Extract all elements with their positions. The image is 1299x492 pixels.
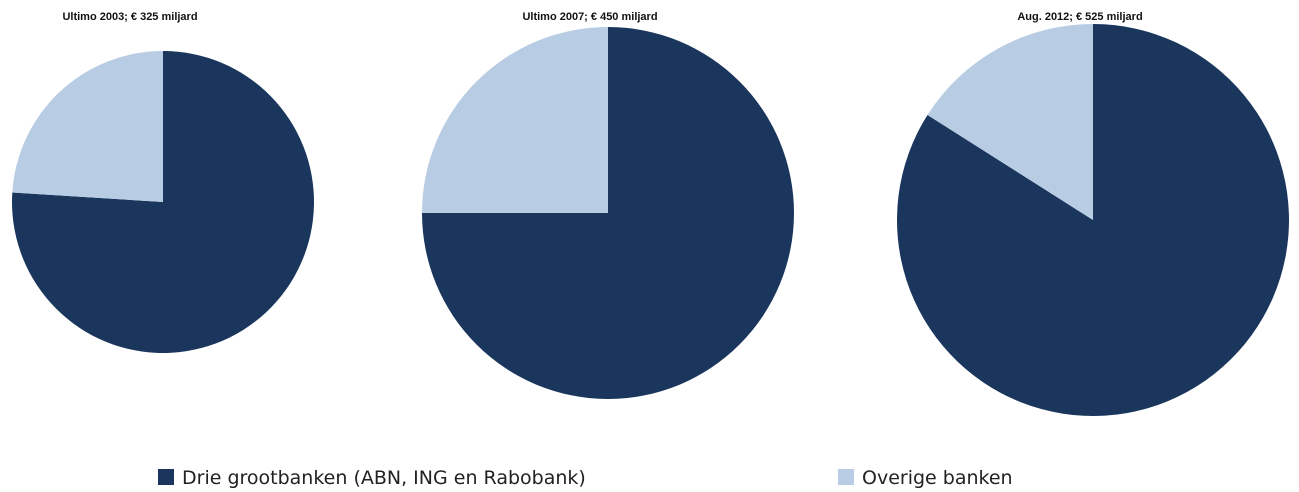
legend-swatch	[158, 469, 174, 485]
pie-slice	[11, 51, 314, 353]
pie-slice	[422, 27, 608, 213]
pie-title: Aug. 2012; € 525 miljard	[1017, 11, 1142, 23]
pie-title: Ultimo 2007; € 450 miljard	[522, 11, 657, 23]
legend-label: Overige banken	[862, 467, 1013, 489]
pie-slice	[12, 51, 164, 202]
pie-title: Ultimo 2003; € 325 miljard	[62, 11, 197, 23]
legend-label: Drie grootbanken (ABN, ING en Rabobank)	[182, 467, 586, 489]
legend-swatch	[838, 469, 854, 485]
pie-slice	[927, 23, 1093, 220]
